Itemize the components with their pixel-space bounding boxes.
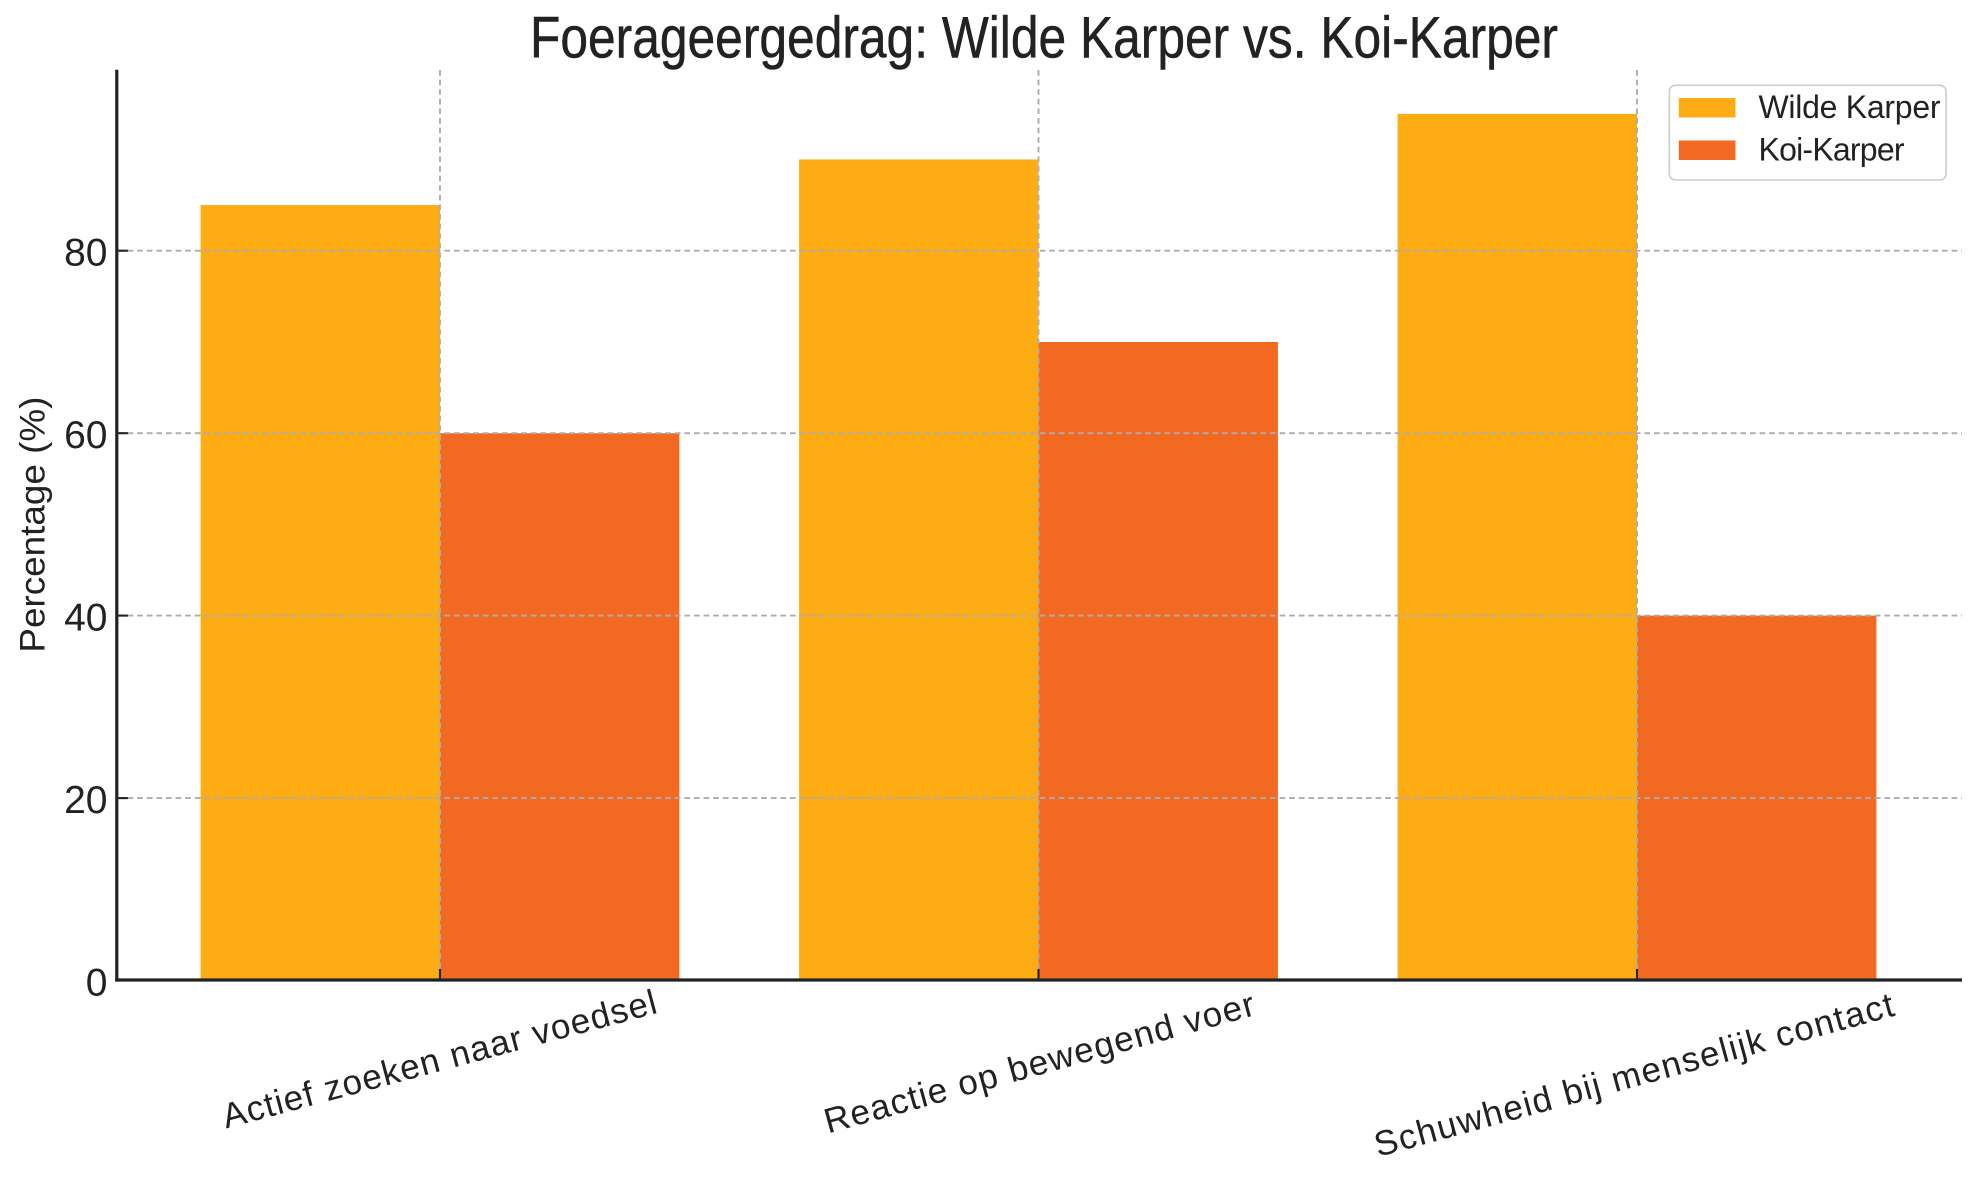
svg-text:60: 60 xyxy=(64,414,107,457)
svg-text:Foerageergedrag: Wilde Karper: Foerageergedrag: Wilde Karper vs. Koi-Ka… xyxy=(530,6,1558,71)
svg-text:0: 0 xyxy=(86,961,108,1004)
svg-text:Percentage (%): Percentage (%) xyxy=(13,397,52,653)
svg-text:20: 20 xyxy=(64,779,107,822)
svg-text:80: 80 xyxy=(64,232,107,275)
svg-text:Koi-Karper: Koi-Karper xyxy=(1759,131,1905,167)
svg-text:40: 40 xyxy=(64,597,107,640)
svg-text:Wilde Karper: Wilde Karper xyxy=(1759,89,1941,125)
